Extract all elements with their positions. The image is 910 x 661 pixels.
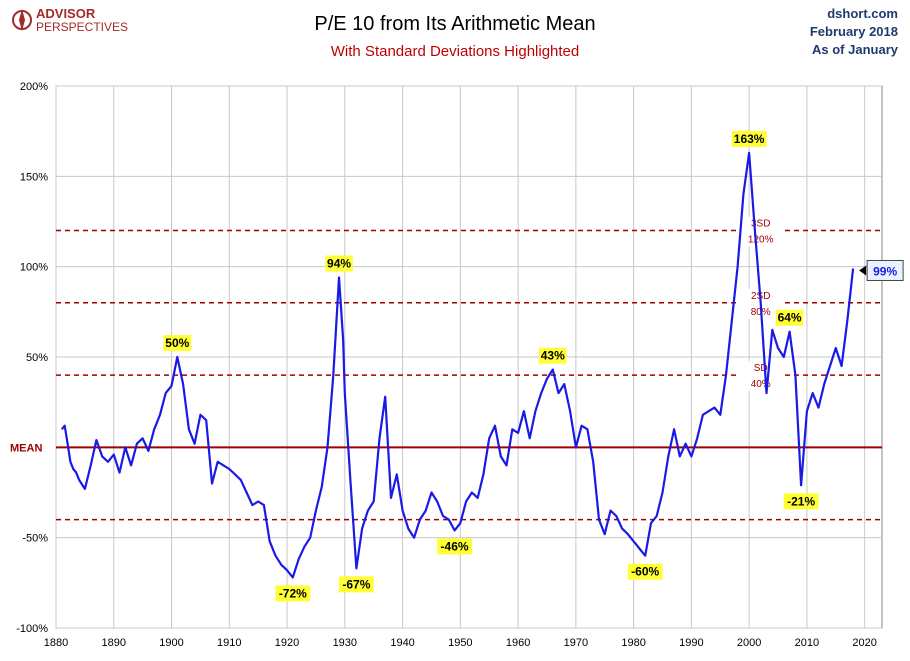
annotation-bg — [775, 309, 804, 326]
annotation-label: 50% — [165, 336, 189, 350]
pointer-arrow-icon — [859, 265, 867, 276]
sd-label-bg — [738, 216, 783, 247]
sd-label-value: 40% — [751, 379, 771, 390]
source-label: dshort.com — [827, 6, 898, 21]
annotation-bg — [275, 585, 311, 602]
annotation-label: 43% — [541, 349, 565, 363]
annotation-bg — [437, 538, 472, 555]
x-tick-label: 1940 — [390, 637, 414, 649]
date-label: February 2018 — [810, 24, 898, 39]
annotation-bg — [163, 335, 192, 351]
sd-label-bg — [738, 361, 783, 392]
logo-word-perspectives: PERSPECTIVES — [36, 20, 128, 34]
x-tick-label: 1890 — [102, 637, 126, 649]
series-line-pe10 — [60, 151, 855, 579]
x-tick-label: 1920 — [275, 637, 299, 649]
annotation-bg — [338, 576, 374, 593]
annotation-bg — [731, 130, 767, 147]
annotation-label: 163% — [734, 132, 765, 146]
y-tick-label: 150% — [20, 171, 48, 183]
current-value-callout: 99% — [859, 259, 904, 281]
x-tick-label: 1880 — [44, 637, 68, 649]
mean-label: MEAN — [10, 442, 42, 454]
sd-label-name: SD — [754, 363, 768, 374]
annotation-label: -60% — [631, 565, 659, 579]
annotation-label: 64% — [778, 311, 802, 325]
annotations: 50% -72% 94% -67% -46% 43% -60% 163% 64% -21% — [163, 130, 819, 602]
annotation-label: -67% — [342, 577, 370, 591]
x-tick-label: 1990 — [679, 637, 703, 649]
x-tick-label: 1930 — [333, 637, 357, 649]
y-tick-label: -50% — [22, 533, 48, 545]
annotation-bg — [783, 493, 819, 510]
x-tick-label: 2000 — [737, 637, 761, 649]
annotation-bg — [538, 347, 567, 364]
sd-label-value: 120% — [748, 235, 774, 246]
annotation-bg — [325, 255, 353, 272]
current-value-box — [866, 259, 904, 281]
x-tick-label: 1970 — [564, 637, 588, 649]
x-tick-label: 1980 — [621, 637, 645, 649]
current-value-label: 99% — [873, 264, 897, 278]
x-tick-label: 2020 — [852, 637, 876, 649]
y-tick-label: 50% — [26, 352, 48, 364]
sd-label-name: 3SD — [751, 219, 770, 230]
x-axis: 1880 1890 1900 1910 1920 1930 1940 1950 1960 1970… — [44, 637, 877, 649]
x-tick-label: 2010 — [795, 637, 819, 649]
x-tick-label: 1910 — [217, 637, 241, 649]
y-tick-label: -100% — [16, 623, 48, 635]
chart-title: P/E 10 from Its Arithmetic Mean — [314, 13, 595, 35]
compass-needle-icon — [19, 9, 25, 31]
annotation-label: 94% — [327, 257, 351, 271]
y-axis: -100% -50% 50% 100% 150% 200% — [16, 81, 48, 635]
mean-line-group: MEAN — [10, 442, 882, 454]
x-tick-label: 1960 — [506, 637, 530, 649]
annotation-label: -72% — [279, 586, 307, 600]
y-tick-label: 200% — [20, 81, 48, 93]
x-tick-label: 1950 — [448, 637, 472, 649]
annotation-label: -46% — [441, 539, 469, 553]
y-tick-label: 100% — [20, 262, 48, 274]
advisor-perspectives-logo: ADVISOR PERSPECTIVES — [12, 6, 128, 34]
logo-word-advisor: ADVISOR — [36, 6, 96, 21]
annotation-bg — [627, 563, 663, 580]
as-of-label: As of January — [812, 42, 899, 57]
chart-subtitle: With Standard Deviations Highlighted — [331, 43, 579, 60]
x-tick-label: 1900 — [159, 637, 183, 649]
annotation-label: -21% — [787, 494, 815, 508]
